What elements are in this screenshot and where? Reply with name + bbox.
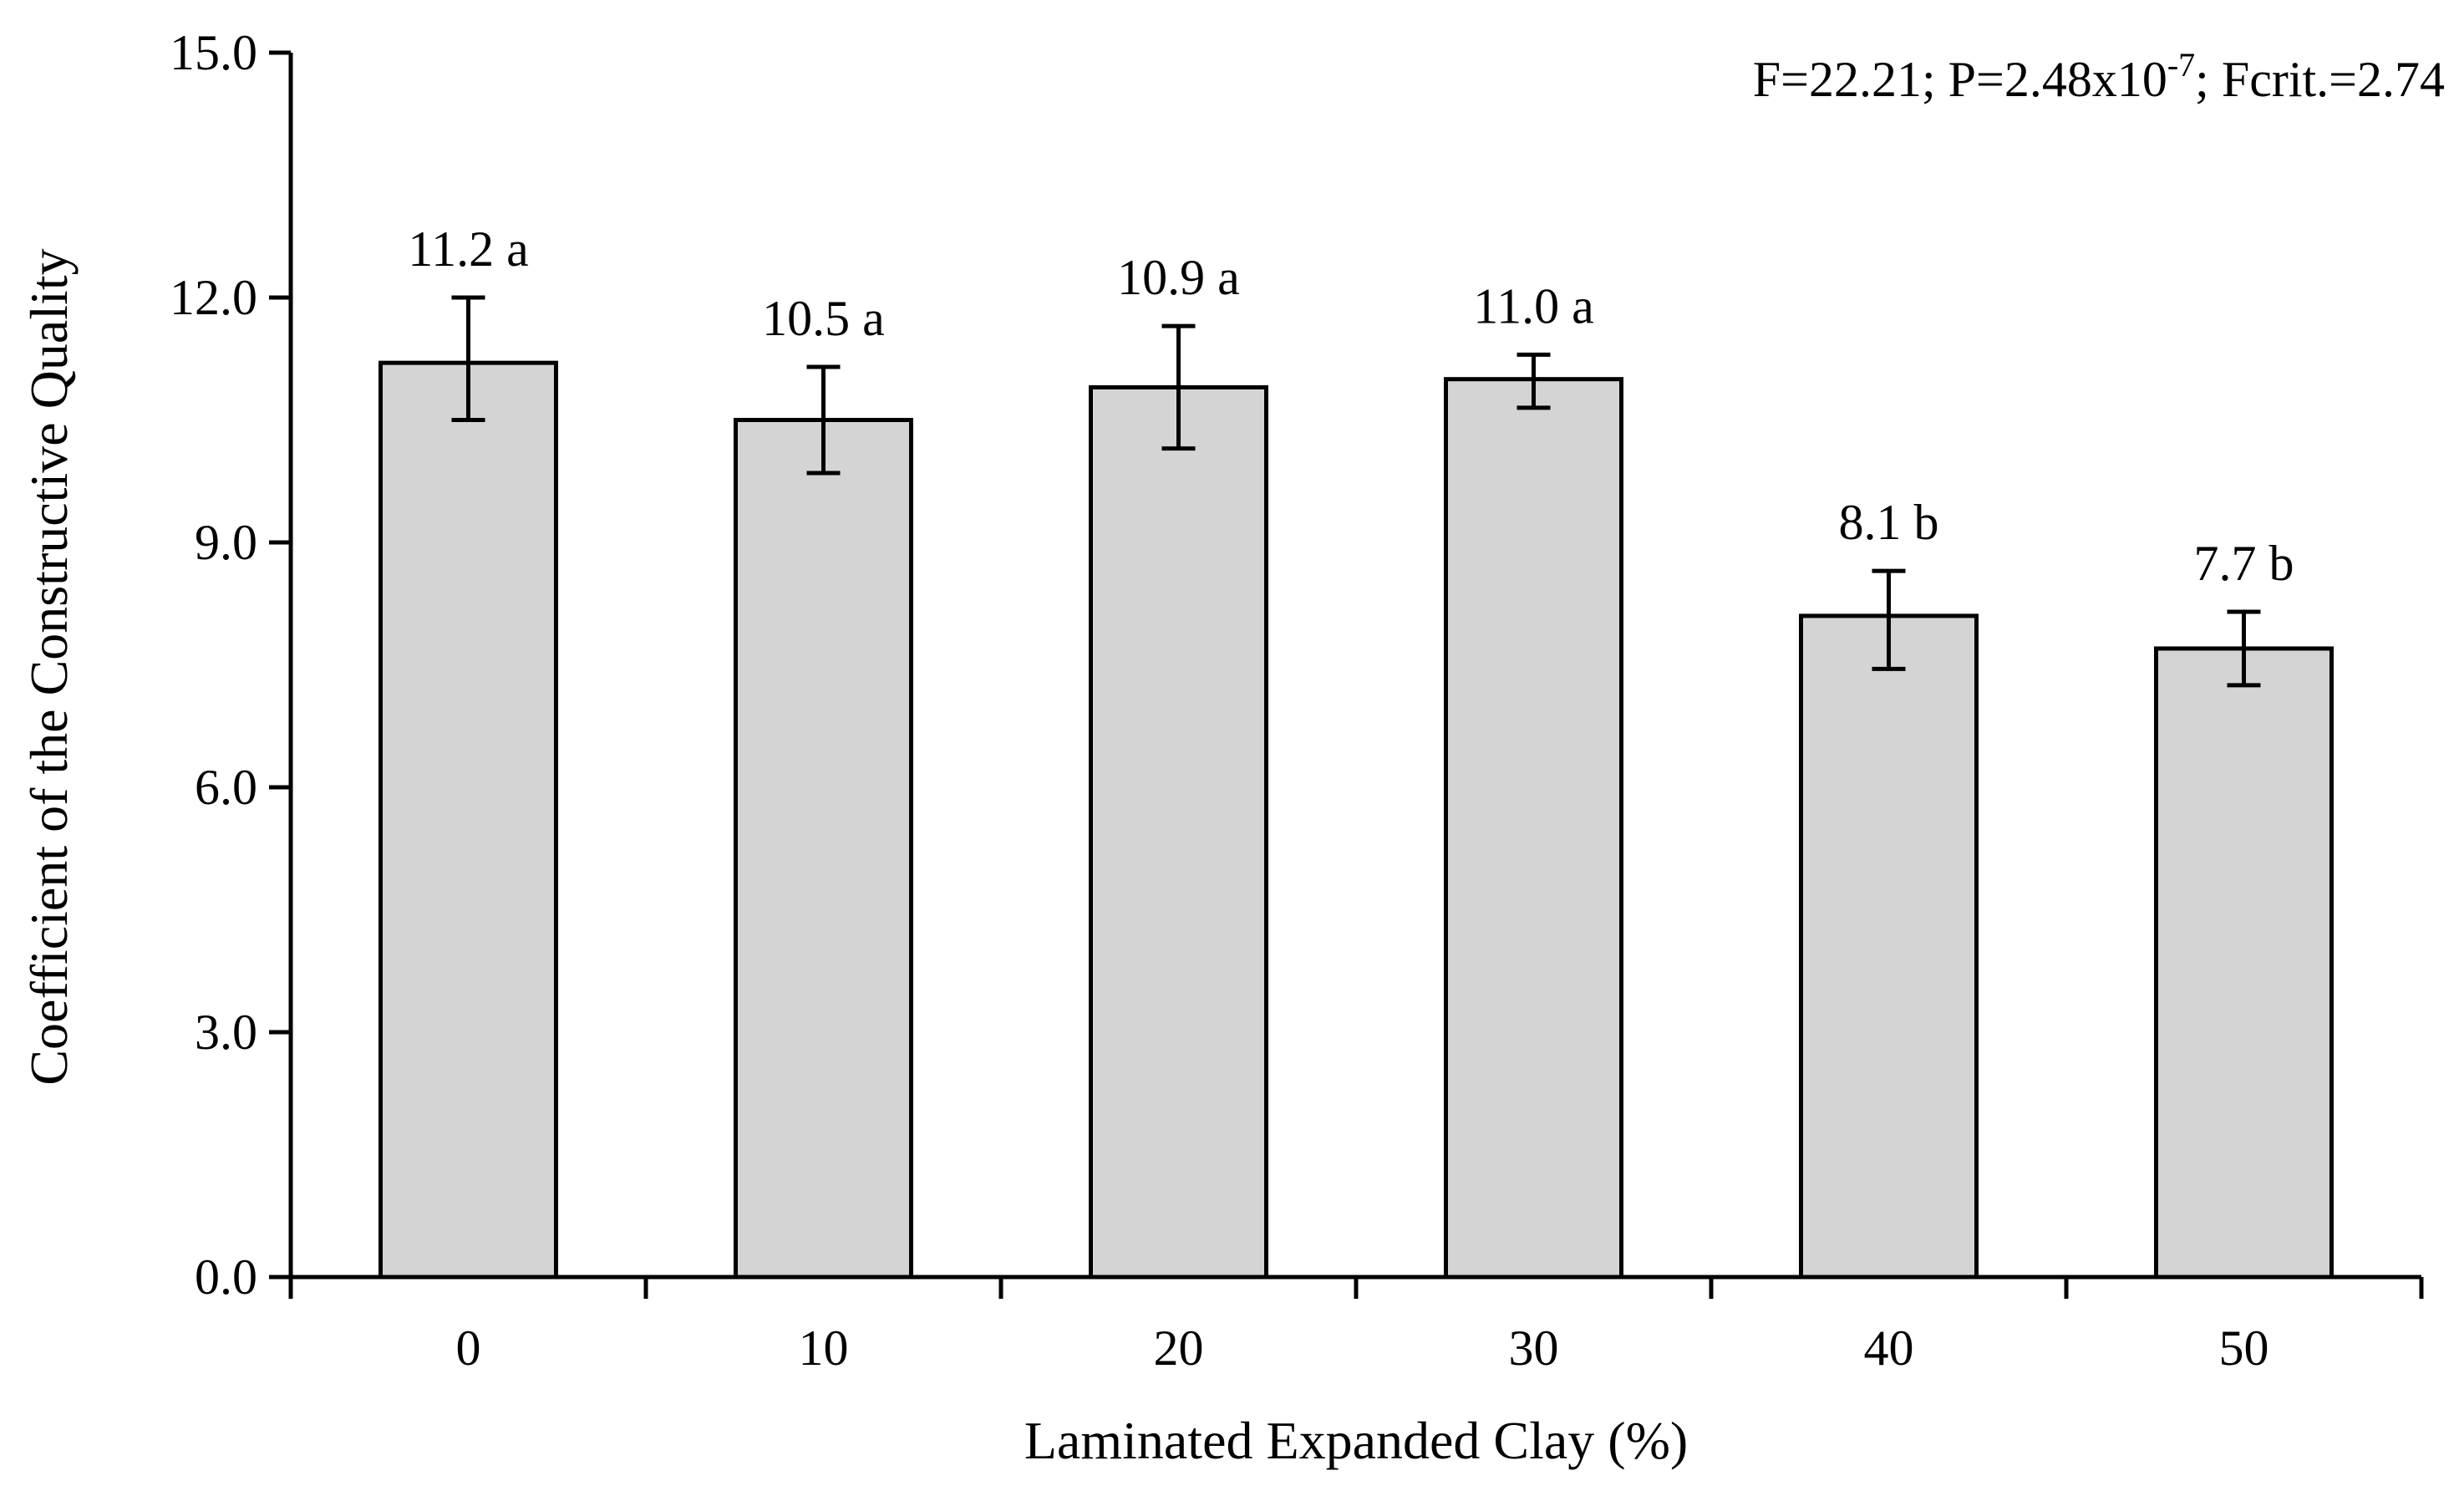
y-tick-label: 3.0 xyxy=(195,1005,257,1060)
y-tick-label: 6.0 xyxy=(195,760,257,815)
bar-50 xyxy=(2154,646,2334,1280)
bar-30 xyxy=(1444,377,1623,1280)
x-tick-label: 40 xyxy=(1864,1321,1914,1376)
axes-group xyxy=(288,53,2421,1280)
y-tick-label: 0.0 xyxy=(195,1249,257,1305)
stats-prefix: F=22.21; P=2.48x10 xyxy=(1753,52,2167,107)
data-label-10: 10.5 a xyxy=(762,291,885,346)
x-ticks-group: 0 10 20 30 40 50 xyxy=(288,1277,2424,1376)
y-tick-label: 12.0 xyxy=(170,270,257,325)
x-tick-label: 50 xyxy=(2219,1321,2269,1376)
x-tick-label: 20 xyxy=(1154,1321,1204,1376)
x-tick-label: 10 xyxy=(799,1321,849,1376)
stats-annotation: F=22.21; P=2.48x10-7; Fcrit.=2.74 xyxy=(1753,46,2445,107)
bar-20 xyxy=(1089,384,1268,1280)
y-tick-label: 15.0 xyxy=(170,25,257,80)
data-labels-group: 11.2 a 10.5 a 10.9 a 11.0 a 8.1 b 7.7 b xyxy=(408,221,2294,591)
x-axis-title: Laminated Expanded Clay (%) xyxy=(1024,1411,1688,1470)
y-ticks-group: 0.0 3.0 6.0 9.0 12.0 15.0 xyxy=(170,25,291,1305)
data-label-30: 11.0 a xyxy=(1473,278,1593,333)
data-label-0: 11.2 a xyxy=(408,221,528,277)
data-label-50: 7.7 b xyxy=(2194,536,2294,591)
bar-10 xyxy=(734,418,913,1280)
data-label-40: 8.1 b xyxy=(1839,495,1939,550)
data-label-20: 10.9 a xyxy=(1117,250,1240,305)
bars-group xyxy=(378,360,2334,1280)
bar-40 xyxy=(1799,613,1979,1280)
stats-superscript: -7 xyxy=(2167,46,2195,84)
x-tick-label: 0 xyxy=(456,1321,481,1376)
x-tick-label: 30 xyxy=(1509,1321,1559,1376)
stats-suffix: ; Fcrit.=2.74 xyxy=(2195,52,2445,107)
y-tick-label: 9.0 xyxy=(195,515,257,570)
y-axis-title: Coefficient of the Constructive Quality xyxy=(19,248,79,1085)
error-bars-group xyxy=(451,295,2261,688)
bar-0 xyxy=(378,360,558,1280)
